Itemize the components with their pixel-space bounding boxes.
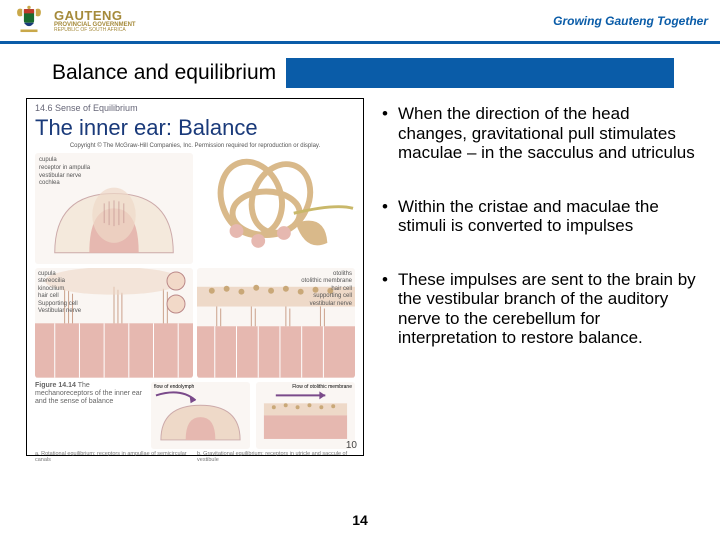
- figure-footer-captions: a. Rotational equilibrium: receptors in …: [35, 451, 355, 463]
- header-tagline: Growing Gauteng Together: [553, 14, 708, 28]
- brand-main: GAUTENG: [54, 9, 136, 22]
- face-thumb-icon: [161, 270, 191, 316]
- figure-panel-crista-cells: cupulastereociliakinociliumhair cellSupp…: [35, 268, 193, 379]
- title-bar-fill: [286, 58, 674, 88]
- figure-caption: Figure 14.14 The mechanoreceptors of the…: [35, 382, 145, 406]
- figure-panel-endolymph: flow of endolymph: [151, 382, 250, 448]
- figure-labels-tl: cupulareceptor in ampullavestibular nerv…: [39, 157, 90, 188]
- figure-page-number: 10: [346, 440, 357, 451]
- slide-header: GAUTENG PROVINCIAL GOVERNMENT REPUBLIC O…: [0, 0, 720, 44]
- brand-sub2: REPUBLIC OF SOUTH AFRICA: [54, 28, 136, 33]
- figure-credit: Copyright © The McGraw-Hill Companies, I…: [35, 143, 355, 149]
- figure-box: 14.6 Sense of Equilibrium The inner ear:…: [26, 98, 364, 456]
- figure-caption-heading: Figure 14.14: [35, 382, 76, 389]
- bullet-item: When the direction of the head changes, …: [382, 104, 696, 163]
- label-endolymph: flow of endolymph: [154, 384, 194, 390]
- figure-panel-otolith-flow: Flow of otolithic membrane: [256, 382, 355, 448]
- figure-footer-b: b. Gravitational equilibrium: receptors …: [197, 451, 355, 463]
- figure-panel-canals: [197, 153, 355, 264]
- figure-body: cupulareceptor in ampullavestibular nerv…: [35, 153, 355, 449]
- title-bar: Balance and equilibrium: [46, 58, 674, 88]
- figure-labels-mr: otolithsotolithic membranehair cellsuppo…: [301, 271, 352, 309]
- figure-section-label: 14.6 Sense of Equilibrium: [35, 103, 355, 113]
- gauteng-logo: GAUTENG PROVINCIAL GOVERNMENT REPUBLIC O…: [54, 9, 136, 33]
- figure-bottom-row: Figure 14.14 The mechanoreceptors of the…: [35, 382, 355, 448]
- bullet-item: These impulses are sent to the brain by …: [382, 270, 696, 348]
- label-otolith-flow: Flow of otolithic membrane: [292, 384, 352, 390]
- bullet-item: Within the cristae and maculae the stimu…: [382, 197, 696, 236]
- slide-page-number: 14: [352, 512, 368, 528]
- bullet-list: When the direction of the head changes, …: [382, 98, 696, 456]
- figure-title: The inner ear: Balance: [35, 115, 355, 141]
- content-row: 14.6 Sense of Equilibrium The inner ear:…: [0, 88, 720, 456]
- coat-of-arms-icon: [12, 4, 46, 38]
- figure-footer-a: a. Rotational equilibrium: receptors in …: [35, 451, 189, 463]
- slide-title: Balance and equilibrium: [46, 58, 286, 88]
- figure-panel-macula-cells: otolithsotolithic membranehair cellsuppo…: [197, 268, 355, 379]
- header-left: GAUTENG PROVINCIAL GOVERNMENT REPUBLIC O…: [12, 4, 136, 38]
- figure-panel-ampulla: cupulareceptor in ampullavestibular nerv…: [35, 153, 193, 264]
- figure-labels-ml: cupulastereociliakinociliumhair cellSupp…: [38, 271, 81, 316]
